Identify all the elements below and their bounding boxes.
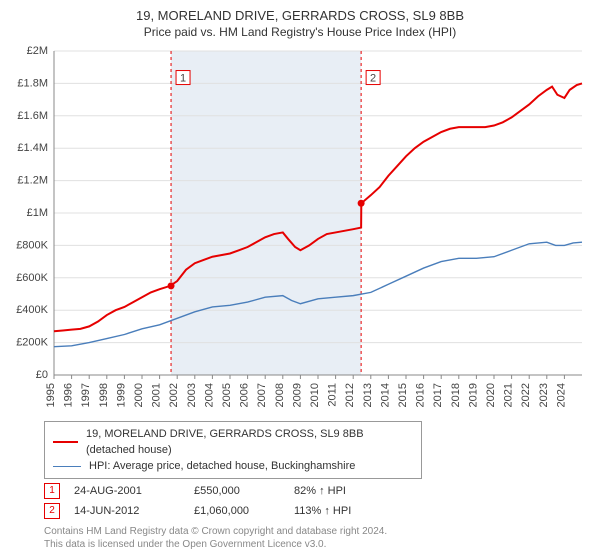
svg-text:2001: 2001 <box>151 383 163 407</box>
svg-text:1: 1 <box>180 73 186 85</box>
svg-text:2014: 2014 <box>379 383 391 407</box>
svg-text:2019: 2019 <box>467 383 479 407</box>
svg-text:£1.8M: £1.8M <box>17 77 48 89</box>
svg-text:2010: 2010 <box>309 383 321 407</box>
marker-row: 1 24-AUG-2001£550,00082% ↑ HPI <box>44 483 590 499</box>
svg-text:£0: £0 <box>36 369 48 381</box>
chart-svg: £0 £200K £400K £600K £800K £1M £1.2M £1.4M £1.6M… <box>10 45 590 415</box>
marker-hpi: 113% ↑ HPI <box>294 505 351 517</box>
svg-text:2006: 2006 <box>239 383 251 407</box>
svg-text:£800K: £800K <box>16 239 48 251</box>
svg-text:2012: 2012 <box>344 383 356 407</box>
marker-price: £550,000 <box>194 485 294 497</box>
legend-item: 19, MORELAND DRIVE, GERRARDS CROSS, SL9 … <box>53 426 413 458</box>
marker-badge: 1 <box>44 483 60 499</box>
legend-label: 19, MORELAND DRIVE, GERRARDS CROSS, SL9 … <box>86 426 413 458</box>
chart-title-line1: 19, MORELAND DRIVE, GERRARDS CROSS, SL9 … <box>10 8 590 23</box>
legend-swatch <box>53 466 81 467</box>
svg-text:2013: 2013 <box>362 383 374 407</box>
footer-attribution: Contains HM Land Registry data © Crown c… <box>44 525 590 551</box>
svg-text:2008: 2008 <box>274 383 286 407</box>
svg-text:2016: 2016 <box>415 383 427 407</box>
markers-table: 1 24-AUG-2001£550,00082% ↑ HPI 2 14-JUN-201… <box>44 483 590 519</box>
chart-title-line2: Price paid vs. HM Land Registry's House … <box>10 25 590 39</box>
legend-item: HPI: Average price, detached house, Buck… <box>53 458 413 474</box>
root: 19, MORELAND DRIVE, GERRARDS CROSS, SL9 … <box>0 0 600 560</box>
legend: 19, MORELAND DRIVE, GERRARDS CROSS, SL9 … <box>44 421 422 479</box>
svg-text:2002: 2002 <box>168 383 180 407</box>
svg-text:2023: 2023 <box>538 383 550 407</box>
footer-line1: Contains HM Land Registry data © Crown c… <box>44 525 590 538</box>
svg-text:2003: 2003 <box>186 383 198 407</box>
svg-text:1997: 1997 <box>80 383 92 407</box>
svg-text:2011: 2011 <box>327 383 339 407</box>
svg-text:1995: 1995 <box>45 383 57 407</box>
marker-date: 24-AUG-2001 <box>74 485 194 497</box>
svg-text:£2M: £2M <box>27 45 48 57</box>
svg-text:£1.6M: £1.6M <box>17 110 48 122</box>
svg-text:2000: 2000 <box>133 383 145 407</box>
svg-text:1998: 1998 <box>98 383 110 407</box>
svg-text:2007: 2007 <box>256 383 268 407</box>
svg-text:1996: 1996 <box>63 383 75 407</box>
chart-area: £0 £200K £400K £600K £800K £1M £1.2M £1.4M £1.6M… <box>10 45 590 415</box>
svg-text:2009: 2009 <box>291 383 303 407</box>
svg-text:2018: 2018 <box>450 383 462 407</box>
svg-text:2017: 2017 <box>432 383 444 407</box>
svg-text:£1.4M: £1.4M <box>17 142 48 154</box>
svg-text:2022: 2022 <box>520 383 532 407</box>
svg-text:2005: 2005 <box>221 383 233 407</box>
svg-text:2004: 2004 <box>203 383 215 407</box>
svg-text:2024: 2024 <box>555 383 567 407</box>
svg-text:2020: 2020 <box>485 383 497 407</box>
svg-text:2021: 2021 <box>503 383 515 407</box>
svg-text:£1.2M: £1.2M <box>17 175 48 187</box>
footer-line2: This data is licensed under the Open Gov… <box>44 538 590 551</box>
marker-hpi: 82% ↑ HPI <box>294 485 346 497</box>
legend-swatch <box>53 441 78 443</box>
marker-badge: 2 <box>44 503 60 519</box>
svg-text:£600K: £600K <box>16 272 48 284</box>
marker-date: 14-JUN-2012 <box>74 505 194 517</box>
svg-text:£200K: £200K <box>16 337 48 349</box>
marker-row: 2 14-JUN-2012£1,060,000113% ↑ HPI <box>44 503 590 519</box>
svg-text:2015: 2015 <box>397 383 409 407</box>
svg-text:£1M: £1M <box>27 207 48 219</box>
marker-price: £1,060,000 <box>194 505 294 517</box>
svg-text:£400K: £400K <box>16 304 48 316</box>
svg-text:1999: 1999 <box>115 383 127 407</box>
legend-label: HPI: Average price, detached house, Buck… <box>89 458 355 474</box>
svg-text:2: 2 <box>370 73 376 85</box>
